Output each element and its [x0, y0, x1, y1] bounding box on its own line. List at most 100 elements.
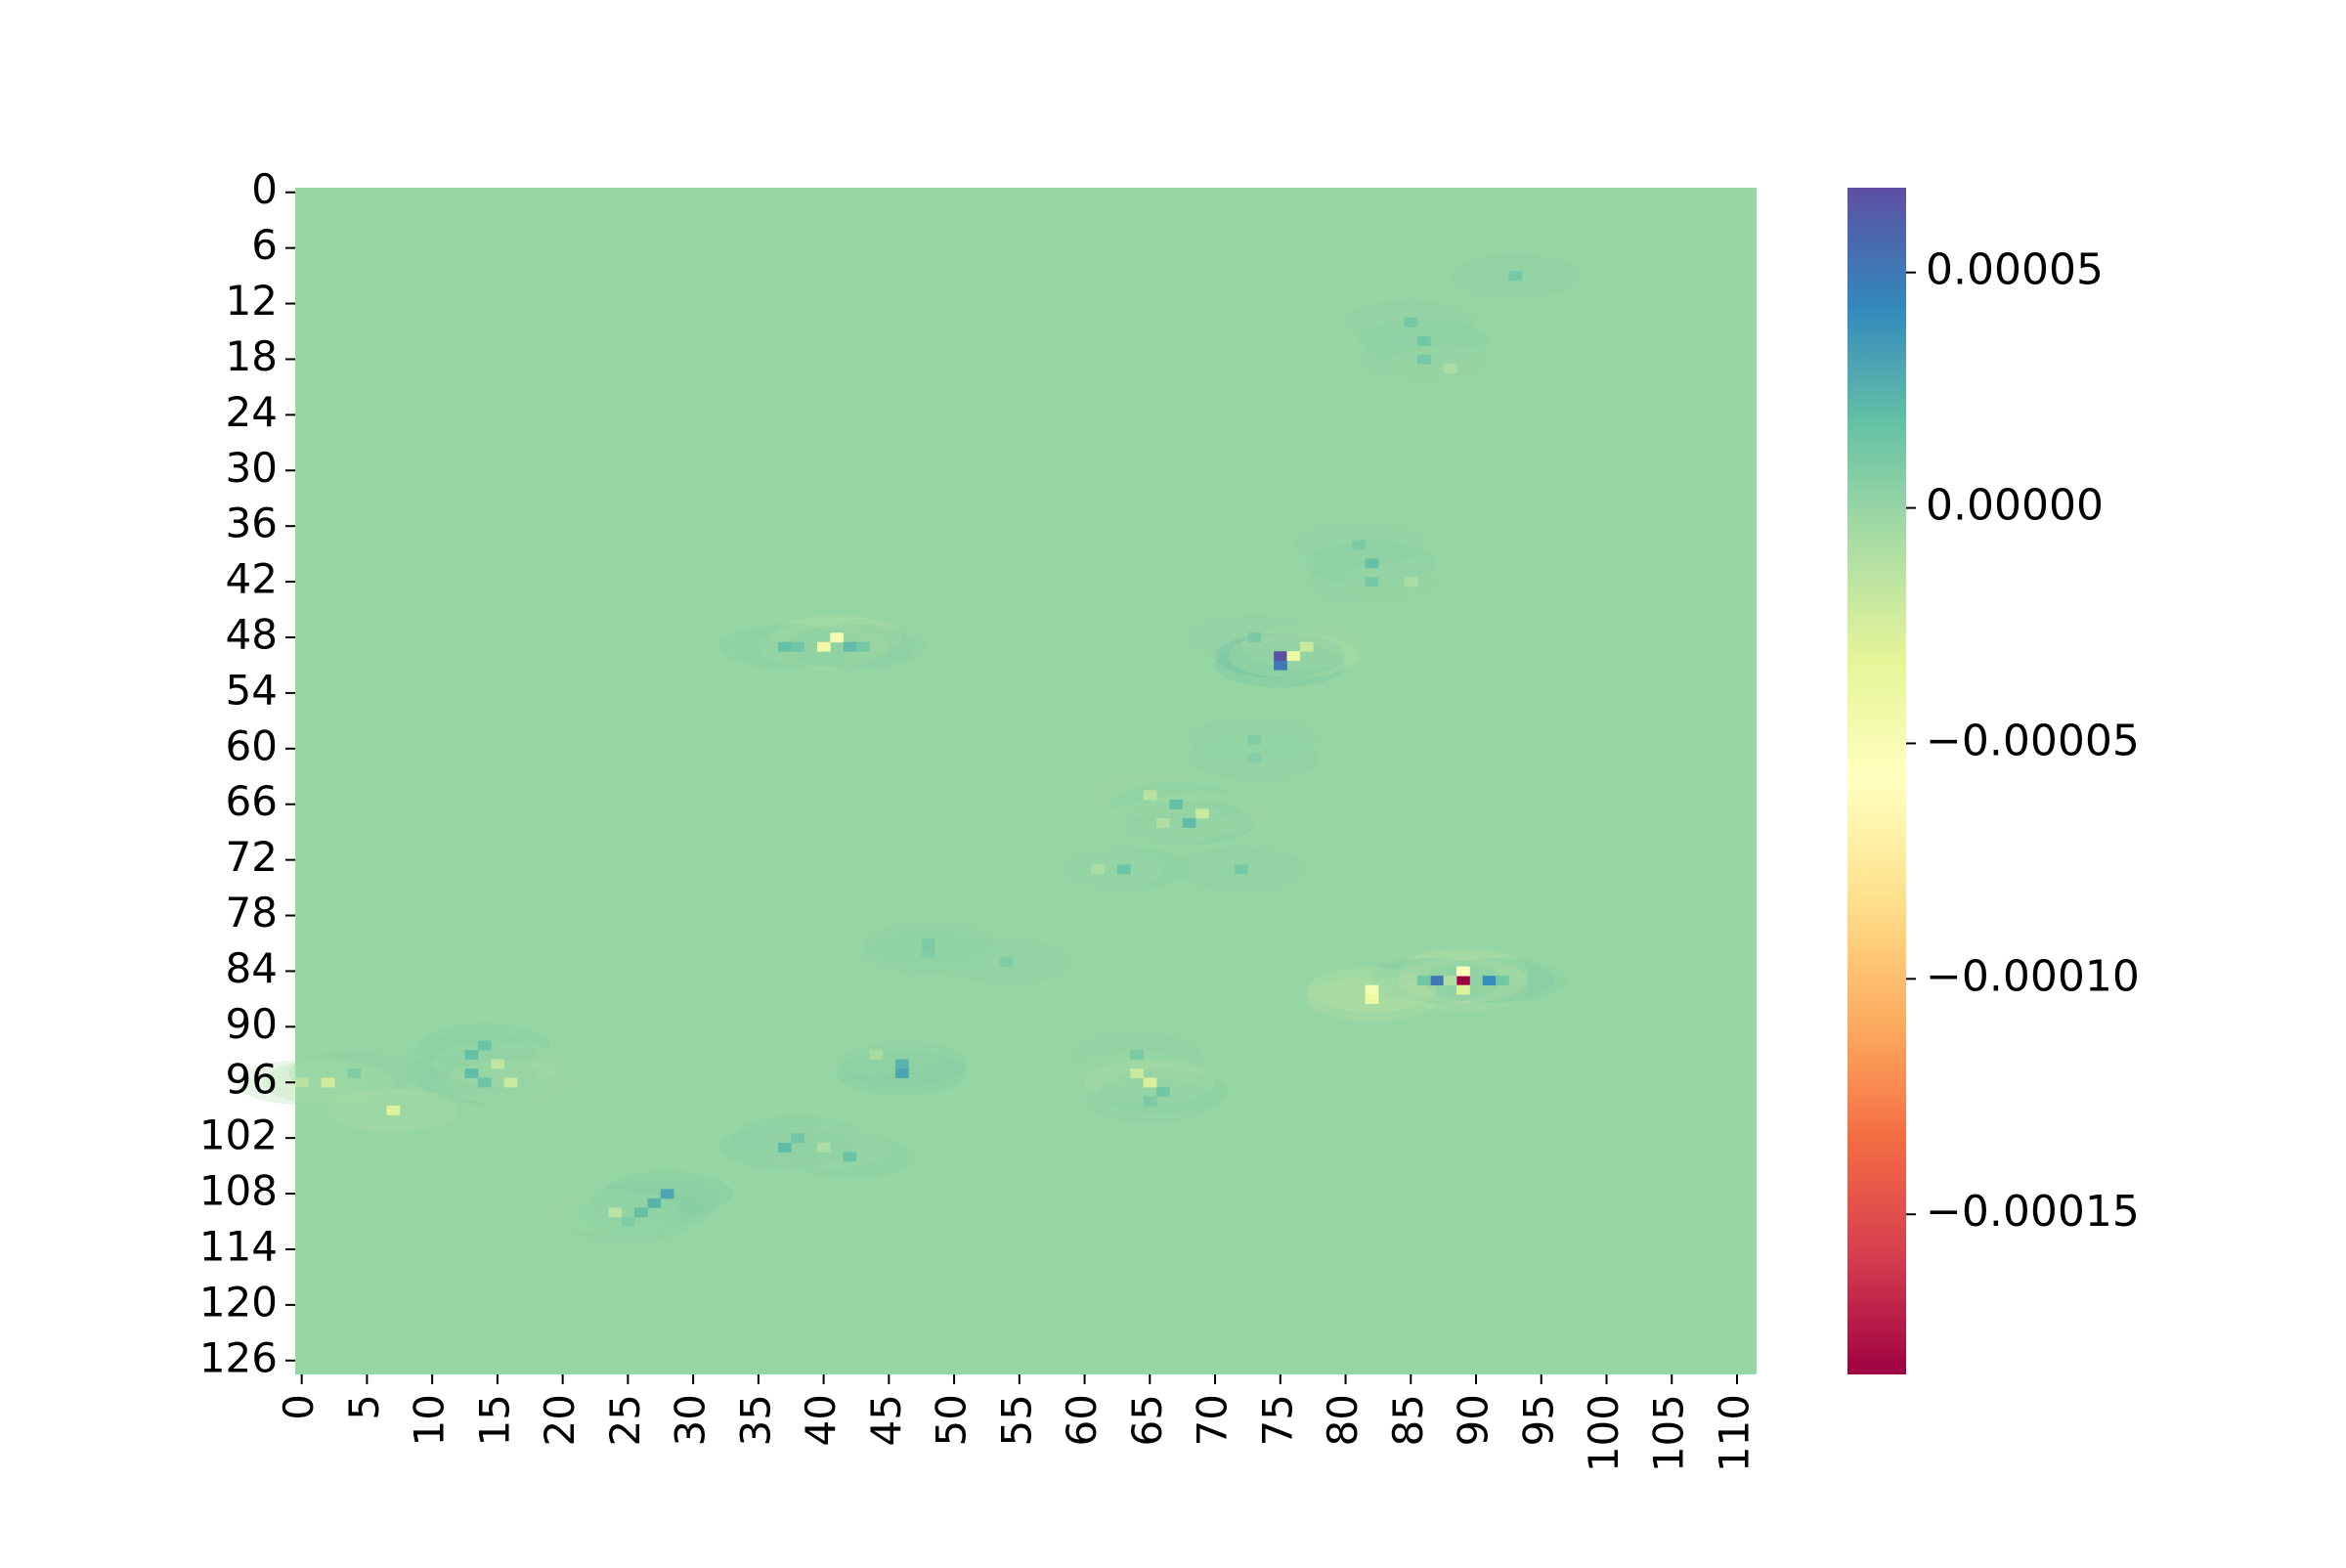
heatmap-cell — [830, 632, 845, 643]
heatmap-grid — [236, 188, 1757, 1374]
x-tick-label: 35 — [731, 1394, 779, 1446]
heatmap-cell — [791, 641, 804, 652]
heatmap-cell — [1365, 994, 1379, 1005]
x-tick-label: 100 — [1580, 1394, 1628, 1472]
heatmap-cell — [1235, 864, 1248, 875]
heatmap-cell — [1247, 734, 1262, 745]
heatmap-cell — [477, 1077, 492, 1088]
heatmap-cell — [1143, 790, 1157, 801]
heatmap-cell — [843, 641, 857, 652]
y-tick-label: 108 — [199, 1167, 278, 1215]
heatmap-cell — [1299, 641, 1314, 652]
y-tick-label: 0 — [251, 165, 278, 213]
heatmap-cell — [608, 1207, 623, 1218]
x-tick-label: 70 — [1189, 1394, 1237, 1446]
y-tick-label: 78 — [226, 889, 278, 936]
y-tick-label: 84 — [226, 944, 278, 992]
heatmap-cell — [791, 1133, 804, 1144]
x-tick-label: 55 — [992, 1394, 1040, 1446]
x-tick-label: 85 — [1384, 1394, 1432, 1446]
heatmap-cell — [1130, 1050, 1145, 1060]
heatmap-cell — [1365, 984, 1379, 995]
heatmap-cell — [1143, 1077, 1157, 1088]
x-tick-label: 10 — [406, 1394, 454, 1446]
y-axis: 0 6 12 18 24 30 36 42 48 54 60 66 72 78 84 90 96 102 108 11… — [199, 165, 295, 1381]
heatmap-cell — [895, 1059, 909, 1069]
x-tick-label: 25 — [601, 1394, 649, 1446]
y-tick-label: 96 — [226, 1056, 278, 1104]
heatmap-cell — [621, 1216, 635, 1227]
heatmap-cell — [1116, 864, 1131, 875]
heatmap-cell — [999, 957, 1014, 968]
colorbar-tick-label: −0.00005 — [1926, 716, 2140, 765]
x-axis: 0 5 10 15 20 25 30 35 40 45 50 55 60 65 70 75 80 85 90 95 10… — [275, 1374, 1758, 1472]
heatmap-cell — [843, 1152, 857, 1162]
heatmap-cell — [1496, 976, 1509, 986]
heatmap-cell — [1404, 317, 1418, 327]
heatmap-cell — [1508, 271, 1523, 282]
heatmap-cell — [1155, 1086, 1170, 1097]
x-tick-label: 90 — [1450, 1394, 1498, 1446]
heatmap-cell — [921, 938, 935, 949]
x-tick-label: 110 — [1710, 1394, 1758, 1472]
x-tick-label: 105 — [1645, 1394, 1693, 1472]
colorbar: 0.00005 0.00000 −0.00005 −0.00010 −0.00015 — [1847, 188, 2140, 1374]
y-tick-label: 90 — [226, 1000, 278, 1048]
heatmap-cell — [634, 1207, 648, 1218]
colorbar-tick-label: 0.00005 — [1926, 245, 2104, 295]
x-tick-label: 50 — [928, 1394, 976, 1446]
y-tick-label: 126 — [199, 1333, 278, 1381]
heatmap-cell — [1274, 660, 1287, 671]
heatmap-cell — [1455, 984, 1470, 995]
colorbar-tick-label: −0.00010 — [1926, 951, 2140, 1001]
heatmap-cell — [921, 947, 935, 958]
heatmap-cell — [1455, 976, 1470, 986]
y-tick-label: 12 — [226, 277, 278, 325]
x-tick-label: 75 — [1253, 1394, 1301, 1446]
heatmap-cell — [1169, 799, 1184, 809]
heatmap-cell — [1143, 1096, 1157, 1107]
heatmap-cell — [895, 1068, 909, 1078]
x-tick-label: 95 — [1514, 1394, 1562, 1446]
heatmap-cell — [1130, 1068, 1145, 1078]
heatmap-cell — [1286, 651, 1301, 662]
heatmap-cell — [1155, 817, 1170, 828]
x-tick-label: 40 — [797, 1394, 845, 1446]
y-tick-label: 72 — [226, 833, 278, 881]
heatmap-cell — [1247, 632, 1262, 643]
heatmap-cell — [386, 1105, 401, 1115]
y-tick-label: 48 — [226, 610, 278, 658]
y-tick-label: 120 — [199, 1278, 278, 1326]
x-tick-label: 0 — [275, 1394, 323, 1420]
heatmap-cell — [869, 1050, 884, 1060]
heatmap-cell — [1443, 364, 1457, 374]
y-tick-label: 102 — [199, 1111, 278, 1159]
heatmap-cell — [321, 1077, 335, 1088]
heatmap-cell — [1482, 976, 1497, 986]
heatmap-cell — [1365, 577, 1379, 588]
heatmap-cell — [1430, 976, 1445, 986]
heatmap-cell — [1416, 335, 1431, 346]
y-tick-label: 36 — [226, 500, 278, 547]
heatmap-cell — [647, 1198, 662, 1208]
x-tick-label: 20 — [536, 1394, 584, 1446]
y-tick-label: 66 — [226, 777, 278, 825]
x-tick-label: 5 — [340, 1394, 388, 1420]
heatmap-cell — [1195, 808, 1209, 819]
heatmap-cell — [1182, 817, 1196, 828]
heatmap-cell — [1443, 976, 1457, 986]
y-tick-label: 42 — [226, 555, 278, 603]
x-tick-label: 30 — [667, 1394, 715, 1446]
heatmap-cell — [1247, 753, 1262, 763]
heatmap-background — [295, 188, 1757, 1374]
y-tick-label: 30 — [226, 444, 278, 492]
heatmap-cell — [464, 1068, 479, 1078]
heatmap-cell — [816, 1142, 831, 1153]
x-tick-label: 15 — [470, 1394, 518, 1446]
heatmap-cell — [1365, 558, 1379, 569]
colorbar-tick-label: −0.00015 — [1926, 1187, 2140, 1237]
x-tick-label: 60 — [1058, 1394, 1106, 1446]
heatmap-cell — [816, 641, 831, 652]
